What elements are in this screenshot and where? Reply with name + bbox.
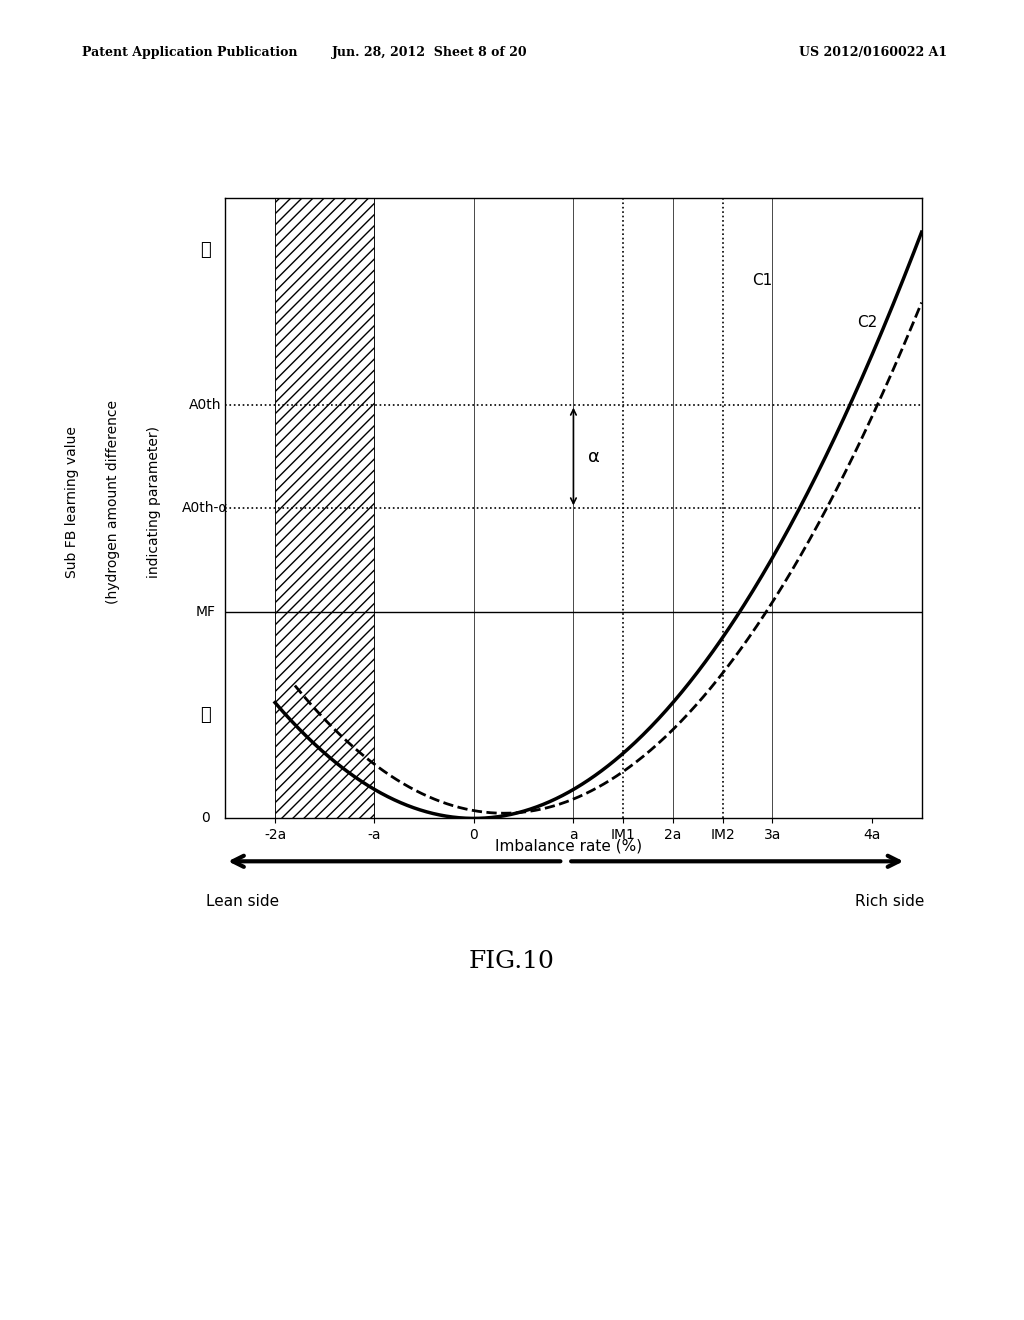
Text: Imbalance rate (%): Imbalance rate (%) — [495, 838, 642, 853]
Text: α: α — [589, 447, 600, 466]
Text: US 2012/0160022 A1: US 2012/0160022 A1 — [799, 46, 947, 59]
Text: 小: 小 — [200, 706, 211, 723]
Text: FIG.10: FIG.10 — [469, 950, 555, 973]
Text: A0th-α: A0th-α — [182, 502, 228, 515]
Bar — [275, 198, 375, 818]
Text: Patent Application Publication: Patent Application Publication — [82, 46, 297, 59]
Text: 0: 0 — [201, 812, 210, 825]
Text: Lean side: Lean side — [206, 895, 279, 909]
Text: MF: MF — [196, 605, 215, 619]
Text: Jun. 28, 2012  Sheet 8 of 20: Jun. 28, 2012 Sheet 8 of 20 — [332, 46, 528, 59]
Text: (hydrogen amount difference: (hydrogen amount difference — [105, 400, 120, 603]
Text: Rich side: Rich side — [855, 895, 924, 909]
Text: A0th: A0th — [189, 397, 221, 412]
Text: 大: 大 — [200, 240, 211, 259]
Text: Sub FB learning value: Sub FB learning value — [65, 425, 79, 578]
Text: indicating parameter): indicating parameter) — [146, 425, 161, 578]
Text: C1: C1 — [753, 273, 773, 288]
Text: C2: C2 — [857, 314, 878, 330]
